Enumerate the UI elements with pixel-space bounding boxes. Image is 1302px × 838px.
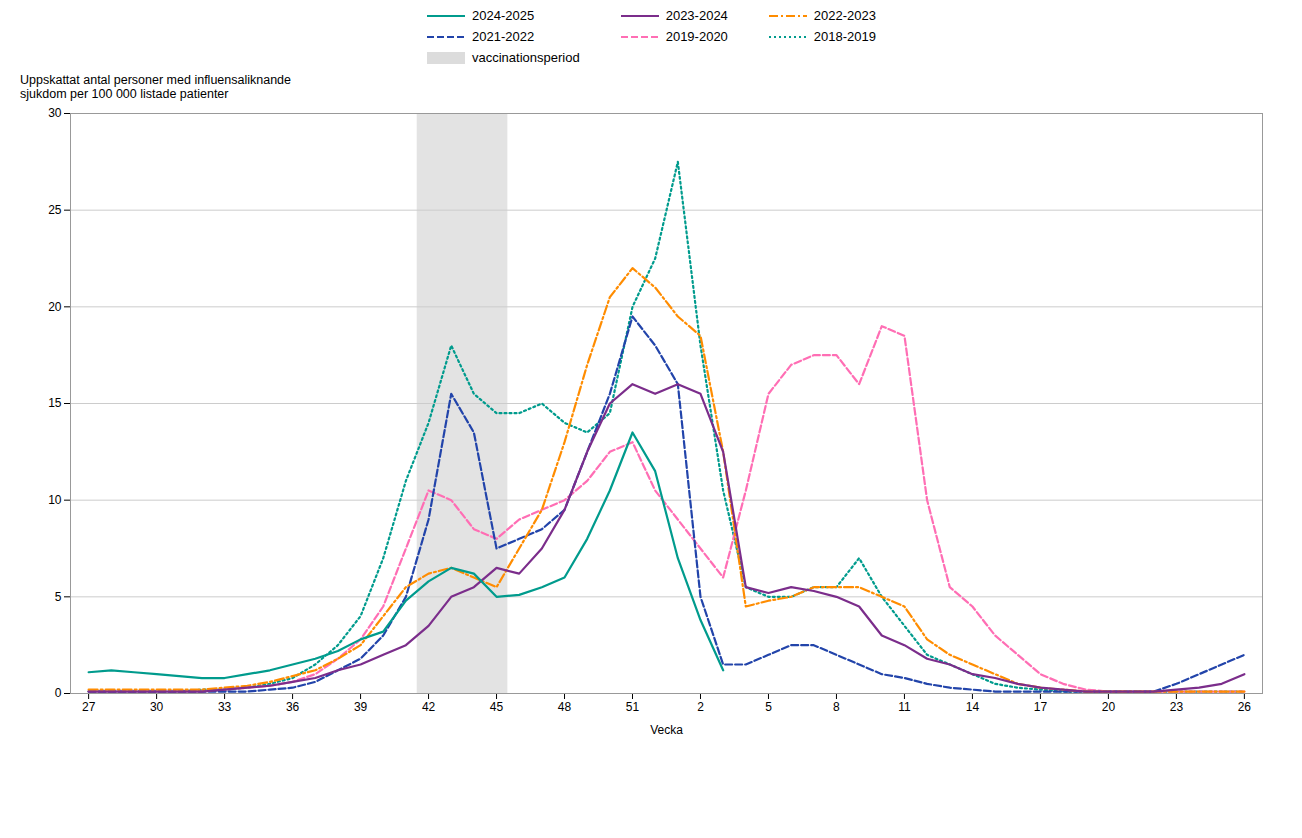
svg-text:20: 20 <box>1102 700 1116 714</box>
html-text:vaccinationsperiod: vaccinationsperiod <box>472 50 580 65</box>
svg-text:5: 5 <box>55 590 62 604</box>
svg-text:14: 14 <box>966 700 980 714</box>
html-text:2023-2024: 2023-2024 <box>665 8 728 23</box>
html-text:2024-2025: 2024-2025 <box>472 8 535 23</box>
html-text:2018-2019: 2018-2019 <box>813 29 876 44</box>
svg-text:20: 20 <box>48 300 62 314</box>
svg-text:26: 26 <box>1238 700 1252 714</box>
svg-text:2: 2 <box>697 700 704 714</box>
svg-text:25: 25 <box>48 203 62 217</box>
svg-text:15: 15 <box>48 396 62 410</box>
svg-text:27: 27 <box>82 700 96 714</box>
svg-text:10: 10 <box>48 493 62 507</box>
svg-text:51: 51 <box>626 700 640 714</box>
svg-text:23: 23 <box>1170 700 1184 714</box>
svg-text:17: 17 <box>1034 700 1048 714</box>
svg-text:30: 30 <box>150 700 164 714</box>
svg-text:Vecka: Vecka <box>650 723 683 737</box>
svg-text:36: 36 <box>286 700 300 714</box>
svg-text:5: 5 <box>765 700 772 714</box>
svg-text:0: 0 <box>55 686 62 700</box>
html-text:2019-2020: 2019-2020 <box>665 29 728 44</box>
svg-text:45: 45 <box>490 700 504 714</box>
html-text:Uppskattat antal personer med: Uppskattat antal personer med influensal… <box>20 73 291 101</box>
html-text:2022-2023: 2022-2023 <box>813 8 876 23</box>
svg-text:8: 8 <box>833 700 840 714</box>
svg-text:42: 42 <box>422 700 436 714</box>
html-text:2021-2022: 2021-2022 <box>472 29 535 44</box>
svg-text:11: 11 <box>898 700 911 714</box>
svg-text:48: 48 <box>558 700 572 714</box>
svg-text:30: 30 <box>48 106 62 120</box>
svg-text:33: 33 <box>218 700 232 714</box>
svg-text:39: 39 <box>354 700 368 714</box>
